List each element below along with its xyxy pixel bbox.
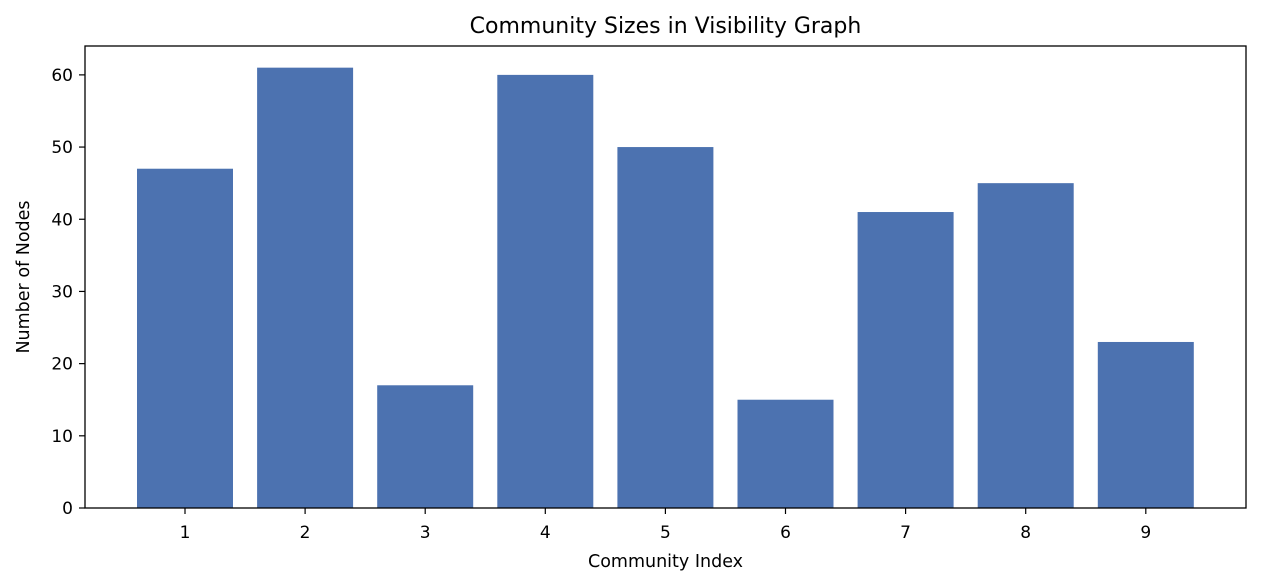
y-tick-label-40: 40 (51, 210, 73, 230)
x-tick-label-3: 3 (420, 523, 431, 543)
y-axis: 0 10 20 30 40 50 60 (51, 66, 85, 519)
x-tick-label-9: 9 (1140, 523, 1151, 543)
y-axis-label: Number of Nodes (14, 200, 34, 353)
chart-title: Community Sizes in Visibility Graph (470, 14, 862, 39)
x-axis: 1 2 3 4 5 6 7 8 9 (180, 508, 1151, 543)
x-tick-label-7: 7 (900, 523, 911, 543)
y-tick-label-20: 20 (51, 355, 73, 375)
bar-7 (857, 212, 954, 508)
x-axis-label: Community Index (588, 552, 743, 572)
x-tick-label-8: 8 (1020, 523, 1031, 543)
y-tick-label-10: 10 (51, 427, 73, 447)
y-tick-label-30: 30 (51, 282, 73, 302)
bar-9 (1097, 341, 1194, 508)
x-tick-label-4: 4 (540, 523, 551, 543)
bar-1 (137, 168, 233, 508)
bar-8 (977, 183, 1074, 508)
bar-2 (257, 67, 354, 508)
x-tick-label-1: 1 (180, 523, 191, 543)
bar-6 (737, 399, 834, 508)
y-tick-label-50: 50 (51, 138, 73, 158)
y-tick-label-0: 0 (62, 499, 73, 519)
x-tick-label-5: 5 (660, 523, 671, 543)
bar-4 (497, 74, 594, 509)
bar-3 (377, 385, 474, 508)
bar-5 (617, 147, 714, 508)
x-tick-label-2: 2 (300, 523, 311, 543)
y-tick-label-60: 60 (51, 66, 73, 86)
x-tick-label-6: 6 (780, 523, 791, 543)
bars (137, 67, 1194, 509)
